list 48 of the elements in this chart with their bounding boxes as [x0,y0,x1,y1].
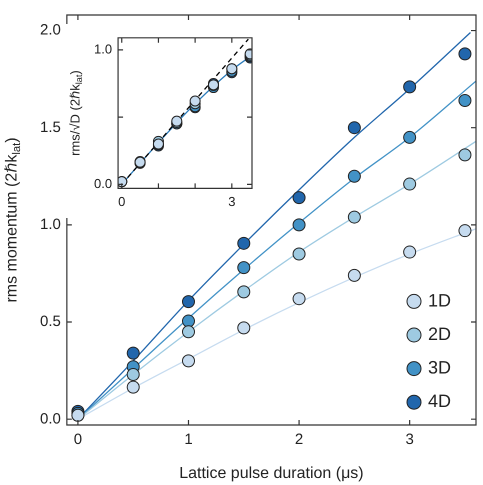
point [126,346,140,360]
point [403,130,416,144]
y-tick-label: 0.0 [40,410,61,428]
point [237,236,250,250]
x-tick-label: 0 [118,194,126,209]
x-tick-label: 0 [74,431,82,448]
point [458,47,472,60]
point [126,368,140,381]
point [403,80,416,94]
x-tick-label: 1 [184,431,193,448]
x-tick-label: 2 [294,431,304,448]
y-tick-label: 0.0 [94,176,112,191]
point [126,380,140,394]
point [348,210,361,224]
point [458,148,472,162]
y-tick-label: 2.0 [40,22,61,39]
point [403,178,416,191]
y-axis-title: rms momentum (2ℏklat) [3,137,23,303]
legend-label: 3D [428,358,452,378]
point [190,96,201,106]
legend-label: 2D [428,324,452,344]
y-tick-label: 1.0 [40,216,61,233]
point [237,321,250,334]
point [182,295,195,308]
y-tick-label: 0.5 [40,313,61,330]
legend-label: 4D [428,391,452,412]
point [348,170,361,183]
point [182,354,195,368]
point [182,325,195,338]
x-axis-title: Lattice pulse duration (μs) [179,465,364,482]
point [348,268,361,282]
point [182,314,195,328]
legend-label: 1D [428,290,452,310]
point [237,285,250,298]
y-tick-label: 1.0 [94,41,112,56]
point [292,191,306,204]
y-tick-label: 1.5 [40,118,61,136]
point [348,121,361,134]
point [292,292,306,306]
point [458,94,472,107]
point [292,218,306,232]
x-tick-label: 3 [405,431,414,448]
y-axis-title: rms/√D (2ℏklat) [67,70,84,156]
x-tick-label: 3 [228,194,236,209]
point [292,248,306,261]
point [237,261,250,274]
point [403,246,416,259]
point [458,224,472,238]
